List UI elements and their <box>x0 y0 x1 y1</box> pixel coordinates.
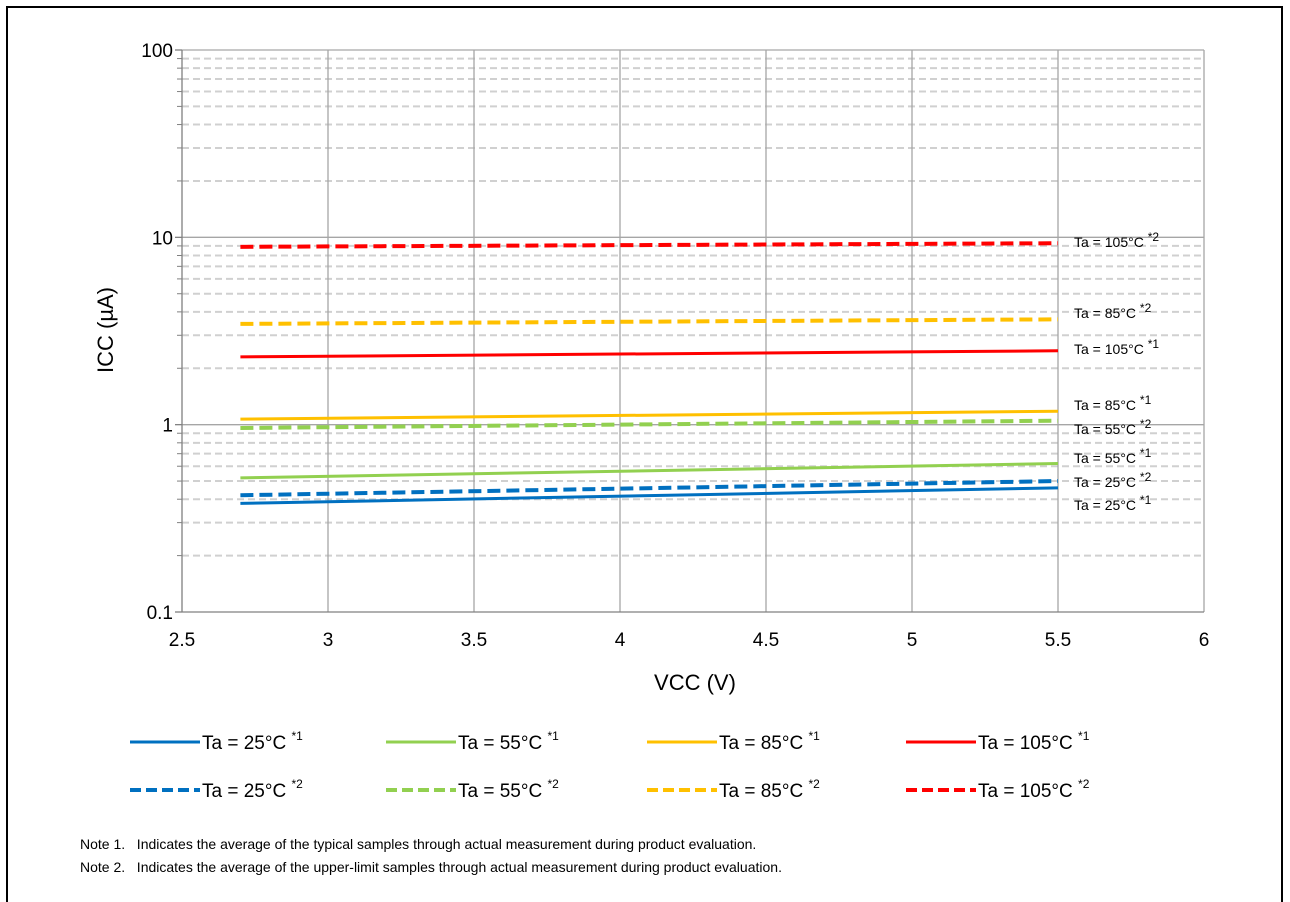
series-end-label: Ta = 25°C *1 <box>1074 493 1152 513</box>
y-tick-label: 10 <box>152 228 173 249</box>
legend-label: Ta = 85°C *2 <box>719 777 820 802</box>
series-labels: Ta = 25°C *1 Ta = 55°C *1 Ta = 85°C *1 Ta =… <box>1074 230 1159 513</box>
y-tick-labels: 0.1 1 10 100 <box>141 41 173 624</box>
series-line <box>240 349 1059 359</box>
x-tick-label: 6 <box>1199 630 1210 651</box>
legend-label: Ta = 25°C *2 <box>202 777 303 802</box>
series-end-label: Ta = 105°C *2 <box>1074 230 1159 250</box>
axes <box>175 49 1204 613</box>
y-tick-label: 0.1 <box>147 603 173 624</box>
series-end-label: Ta = 85°C *2 <box>1074 301 1152 321</box>
series-line <box>240 486 1059 505</box>
x-tick-label: 5.5 <box>1045 630 1071 651</box>
legend-label: Ta = 25°C *1 <box>202 729 303 754</box>
note-1: Note 1. Indicates the average of the typ… <box>80 836 757 852</box>
series-end-label: Ta = 25°C *2 <box>1074 470 1152 490</box>
series-end-label: Ta = 55°C *2 <box>1074 417 1152 437</box>
note-2: Note 2. Indicates the average of the upp… <box>80 859 782 875</box>
legend-label: Ta = 85°C *1 <box>719 729 820 754</box>
legend-label: Ta = 105°C *2 <box>978 777 1090 802</box>
x-tick-label: 4.5 <box>753 630 779 651</box>
y-tick-label: 100 <box>141 41 173 62</box>
x-axis-title: VCC (V) <box>654 670 736 695</box>
minor-gridlines <box>182 57 1204 557</box>
series-line <box>240 241 1059 249</box>
y-tick-label: 1 <box>162 416 173 437</box>
series-line <box>240 317 1059 326</box>
x-tick-label: 4 <box>615 630 626 651</box>
x-tick-label: 3.5 <box>461 630 487 651</box>
x-tick-label: 5 <box>907 630 918 651</box>
series-line <box>240 409 1059 421</box>
series-lines <box>240 241 1059 505</box>
series-line <box>240 479 1059 498</box>
series-end-label: Ta = 85°C *1 <box>1074 393 1152 413</box>
legend-label: Ta = 55°C *1 <box>458 729 559 754</box>
series-line <box>240 418 1059 430</box>
series-end-label: Ta = 105°C *1 <box>1074 337 1159 357</box>
x-tick-label: 3 <box>323 630 334 651</box>
legend: Ta = 25°C *1 Ta = 55°C *1 Ta = 85°C *1 Ta =… <box>130 729 1090 802</box>
series-line <box>240 462 1059 480</box>
legend-label: Ta = 55°C *2 <box>458 777 559 802</box>
y-axis-title: ICC (µA) <box>93 287 118 373</box>
major-gridlines <box>182 49 1205 612</box>
chart-frame <box>6 6 1283 902</box>
series-end-label: Ta = 55°C *1 <box>1074 446 1152 466</box>
x-tick-label: 2.5 <box>169 630 195 651</box>
x-tick-labels: 2.5 3 3.5 4 4.5 5 5.5 6 <box>169 630 1210 651</box>
legend-label: Ta = 105°C *1 <box>978 729 1090 754</box>
